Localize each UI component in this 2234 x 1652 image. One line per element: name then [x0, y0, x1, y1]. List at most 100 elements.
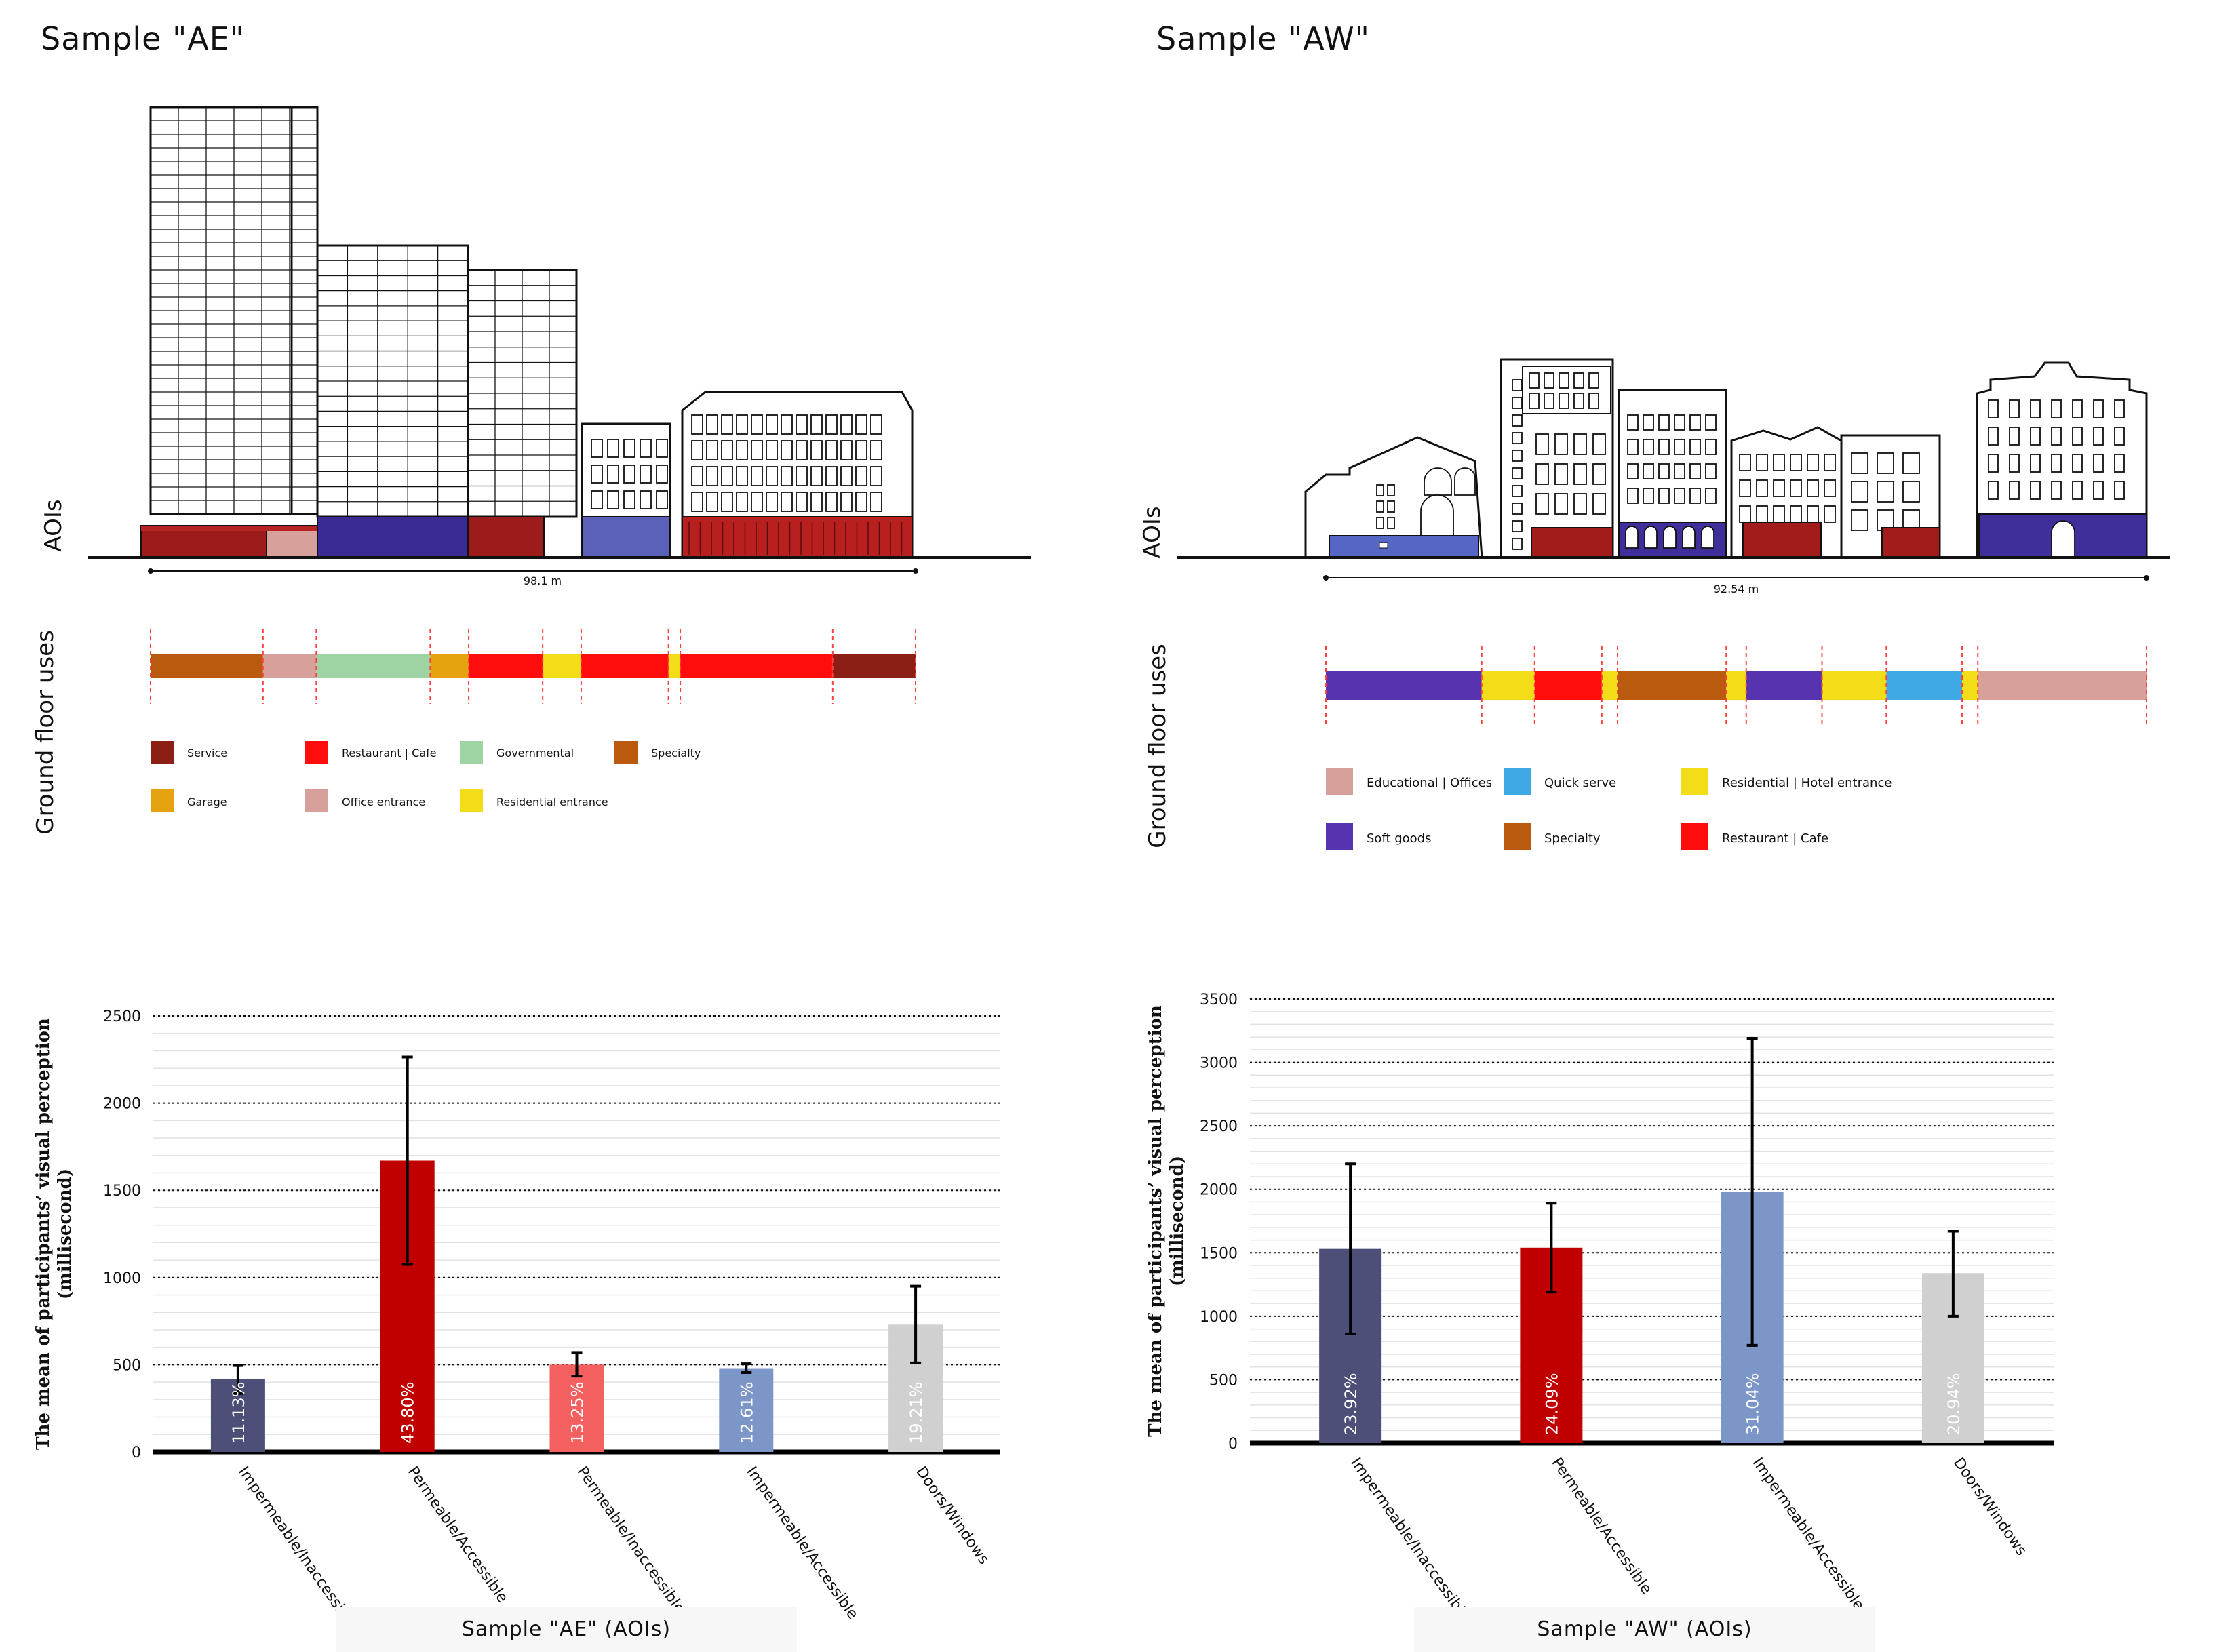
legend-swatch	[1681, 768, 1708, 795]
use-segment	[1601, 671, 1618, 700]
use-segment	[832, 654, 916, 678]
window	[1573, 433, 1587, 455]
window	[1705, 439, 1717, 455]
window	[766, 466, 778, 486]
window	[656, 439, 668, 458]
window	[2093, 481, 2104, 500]
ground-label-aw: Ground floor uses	[1144, 644, 1171, 848]
window	[2072, 427, 2083, 446]
window	[691, 440, 703, 460]
legend-swatch	[151, 789, 174, 812]
legend-swatch	[305, 741, 328, 764]
window	[1988, 427, 1999, 446]
window	[623, 439, 635, 458]
window	[781, 440, 793, 460]
window	[691, 492, 703, 512]
x-tick-label: Permeable/Accessible	[404, 1463, 511, 1606]
window	[640, 490, 652, 509]
legend-swatch	[151, 741, 174, 764]
elevation-ae: AOIs 98.1 m	[40, 106, 1031, 587]
window	[1643, 414, 1654, 431]
window	[766, 440, 778, 460]
window	[1988, 481, 1999, 500]
window	[1512, 379, 1523, 391]
aw-b2-side-windows	[1512, 379, 1523, 550]
window	[1807, 479, 1819, 497]
window	[1705, 463, 1717, 479]
window	[1627, 414, 1639, 431]
chart-aw-xlabel: Sample "AW" (AOIs)	[1414, 1607, 1875, 1652]
y-tick-label: 0	[1228, 1436, 1238, 1453]
dimension-tick-left	[148, 568, 153, 574]
data-label: 20.94%	[1944, 1373, 1963, 1435]
data-label: 19.21%	[907, 1381, 926, 1444]
legend-label: Office entrance	[342, 795, 425, 808]
data-label: 43.80%	[399, 1381, 418, 1444]
use-segment	[543, 654, 581, 678]
window	[825, 466, 838, 486]
window	[1512, 414, 1523, 427]
window	[1573, 463, 1587, 485]
window	[1851, 509, 1868, 531]
window	[1807, 454, 1819, 471]
window	[781, 492, 793, 512]
window	[736, 466, 748, 486]
window	[810, 440, 823, 460]
aw-b3-shop-arch	[1663, 526, 1677, 549]
legend-swatch	[1504, 768, 1531, 795]
window	[1689, 414, 1701, 431]
midblock-b-grid	[467, 269, 577, 517]
use-segment	[1534, 671, 1602, 700]
legend-label: Specialty	[651, 747, 701, 760]
window	[607, 465, 619, 484]
aw-b6-windows	[1988, 399, 2125, 500]
window	[736, 440, 748, 460]
window	[1643, 439, 1654, 455]
window	[607, 490, 619, 509]
data-label: 24.09%	[1542, 1373, 1561, 1435]
window	[2009, 481, 2020, 500]
use-segment	[1326, 671, 1482, 700]
use-segment	[680, 654, 833, 678]
window	[591, 490, 603, 509]
window	[870, 440, 882, 460]
window	[1588, 393, 1599, 409]
legend-label: Quick serve	[1544, 776, 1616, 790]
y-tick-label: 1500	[103, 1183, 141, 1200]
window	[2072, 454, 2083, 473]
window	[1689, 439, 1701, 455]
y-axis-label-line1: The mean of participants’ visual percept…	[33, 1018, 54, 1450]
window	[721, 414, 733, 435]
window	[2051, 481, 2062, 500]
aw-b3-windows	[1627, 414, 1717, 504]
window	[2009, 454, 2020, 473]
aw-distance-label: 92.54 m	[1714, 583, 1759, 595]
window	[1705, 414, 1717, 431]
ground-label-ae: Ground floor uses	[32, 630, 59, 835]
window	[1988, 399, 1999, 418]
window	[796, 466, 808, 486]
window	[1554, 433, 1568, 455]
window	[855, 492, 867, 512]
window	[1512, 450, 1523, 462]
aw-b1-sign	[1379, 542, 1388, 549]
window	[2072, 481, 2083, 500]
y-axis-label-line1: The mean of participants’ visual percept…	[1145, 1005, 1166, 1437]
use-segment	[316, 654, 431, 678]
legend-label: Soft goods	[1367, 831, 1432, 846]
window	[1529, 372, 1540, 389]
window	[1824, 479, 1836, 497]
window	[1902, 452, 1920, 474]
y-tick-label: 3500	[1200, 991, 1238, 1008]
window	[706, 492, 718, 512]
data-label: 11.13%	[229, 1381, 248, 1444]
dimension-tick-right	[2144, 575, 2149, 581]
ae-ground-purple	[317, 516, 469, 558]
legend-swatch	[1326, 823, 1353, 850]
window	[2093, 399, 2104, 418]
y-tick-label: 0	[132, 1444, 141, 1461]
window	[751, 466, 763, 486]
chart-ae: 0 500 1000 1500 2000 2500 The mean of particip…	[33, 1008, 1000, 1633]
window	[810, 414, 823, 435]
